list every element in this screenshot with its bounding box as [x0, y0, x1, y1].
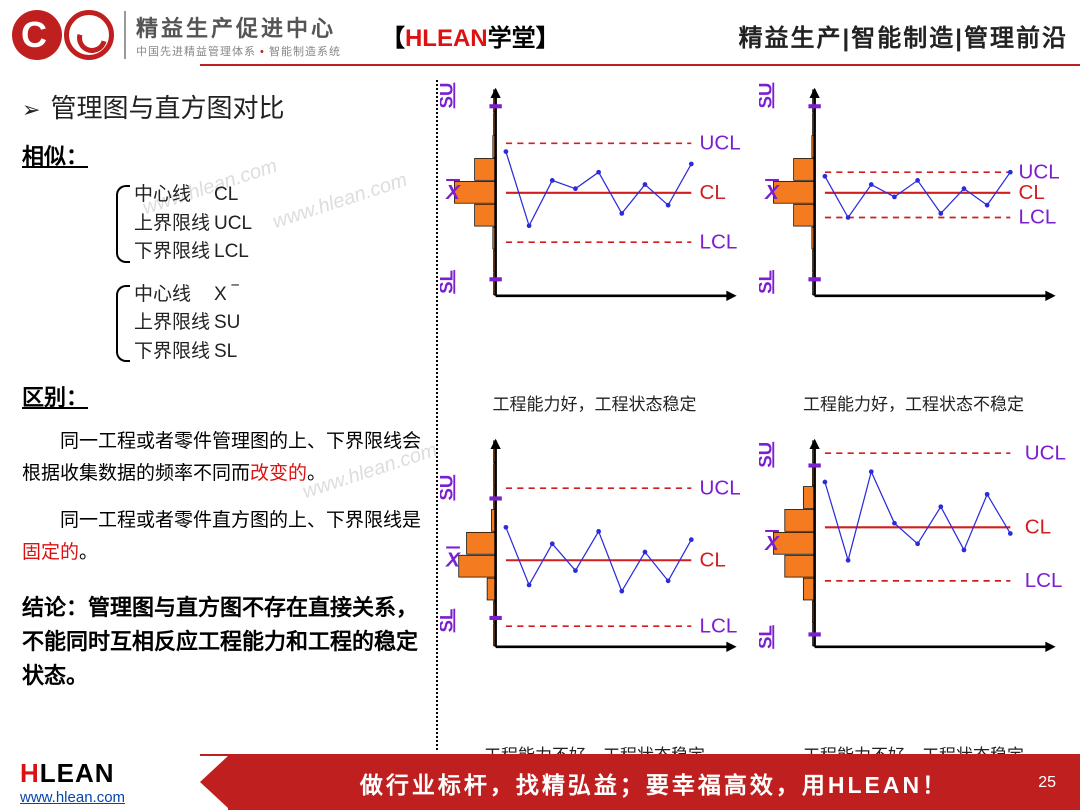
- svg-text:SL: SL: [759, 270, 775, 294]
- right-charts: SUSLXUCLCLLCL工程能力好，工程状态稳定 SUSLXUCLCLLCL工…: [440, 66, 1080, 736]
- footer-left: HLEAN www.hlean.com: [0, 756, 200, 810]
- group-histogram: 中心线X ‾ 上界限线SU 下界限线SL: [112, 281, 434, 367]
- footer-bar: 做行业标杆，找精弘益；要幸福高效，用HLEAN！ 25: [228, 756, 1080, 810]
- group-control-chart: 中心线CL 上界限线UCL 下界限线LCL: [112, 181, 434, 267]
- chart-caption-1: 工程能力好，工程状态不稳定: [759, 390, 1068, 415]
- svg-text:SU: SU: [759, 442, 775, 468]
- svg-text:SU: SU: [440, 83, 456, 109]
- chart-caption-0: 工程能力好，工程状态稳定: [440, 390, 749, 415]
- footer-slogan: 做行业标杆，找精弘益；要幸福高效，用HLEAN！: [360, 766, 948, 800]
- svg-text:SL: SL: [759, 625, 775, 649]
- brand-title: 精益生产促进中心: [136, 11, 341, 43]
- svg-text:UCL: UCL: [1025, 441, 1066, 464]
- section-title: ➢管理图与直方图对比: [22, 88, 434, 125]
- chart-cell-1: SUSLXUCLCLLCL工程能力好，工程状态不稳定: [759, 80, 1068, 385]
- svg-text:CL: CL: [1025, 515, 1051, 538]
- logo-c-icon: [12, 10, 62, 60]
- svg-text:LCL: LCL: [1019, 206, 1057, 229]
- svg-text:X: X: [764, 532, 780, 555]
- brand-text: 精益生产促进中心 中国先进精益管理体系 • 智能制造系统: [124, 11, 341, 59]
- svg-text:SL: SL: [440, 609, 456, 633]
- left-column: ➢管理图与直方图对比 相似： www.hlean.com 中心线CL 上界限线U…: [0, 66, 440, 736]
- chart-cell-0: SUSLXUCLCLLCL工程能力好，工程状态稳定: [440, 80, 749, 385]
- footer: HLEAN www.hlean.com 做行业标杆，找精弘益；要幸福高效，用HL…: [0, 756, 1080, 810]
- svg-text:LCL: LCL: [700, 614, 738, 637]
- diff-heading: 区别：: [22, 380, 434, 412]
- svg-text:SU: SU: [759, 83, 775, 109]
- brand-sub: 中国先进精益管理体系 • 智能制造系统: [136, 43, 341, 59]
- chart-cell-2: SUSLXUCLCLLCL工程能力不好，工程状态稳定: [440, 431, 749, 736]
- svg-text:CL: CL: [1019, 181, 1045, 204]
- svg-text:UCL: UCL: [700, 476, 741, 499]
- footer-triangle-icon: [200, 756, 228, 808]
- svg-text:LCL: LCL: [1025, 569, 1063, 592]
- page-number: 25: [1038, 774, 1056, 792]
- logo-ring-icon: [64, 10, 114, 60]
- svg-text:LCL: LCL: [700, 230, 738, 253]
- svg-text:X: X: [445, 181, 461, 204]
- svg-text:CL: CL: [700, 181, 726, 204]
- footer-url[interactable]: www.hlean.com: [20, 789, 200, 806]
- svg-text:CL: CL: [700, 548, 726, 571]
- para-2: 同一工程或者零件直方图的上、下界限线是固定的。: [22, 505, 434, 570]
- content: ➢管理图与直方图对比 相似： www.hlean.com 中心线CL 上界限线U…: [0, 66, 1080, 736]
- hlean-tag: 【HLEAN学堂】: [381, 18, 560, 53]
- conclusion: 结论：管理图与直方图不存在直接关系，不能同时互相反应工程能力和工程的稳定状态。: [22, 591, 434, 693]
- svg-text:UCL: UCL: [1019, 160, 1060, 183]
- para-1: 同一工程或者零件管理图的上、下界限线会根据收集数据的频率不同而改变的。: [22, 426, 434, 491]
- header-nav: 精益生产|智能制造|管理前沿: [739, 18, 1068, 53]
- chart-cell-3: SUSLXUCLCLLCL工程能力不好，工程状态稳定: [759, 431, 1068, 736]
- footer-logo: HLEAN: [20, 758, 200, 789]
- svg-text:X: X: [445, 548, 461, 571]
- svg-text:UCL: UCL: [700, 132, 741, 155]
- svg-text:X: X: [764, 181, 780, 204]
- header: 精益生产促进中心 中国先进精益管理体系 • 智能制造系统 【HLEAN学堂】 精…: [0, 0, 1080, 64]
- svg-text:SL: SL: [440, 270, 456, 294]
- svg-text:SU: SU: [440, 475, 456, 501]
- similar-heading: 相似：: [22, 139, 434, 171]
